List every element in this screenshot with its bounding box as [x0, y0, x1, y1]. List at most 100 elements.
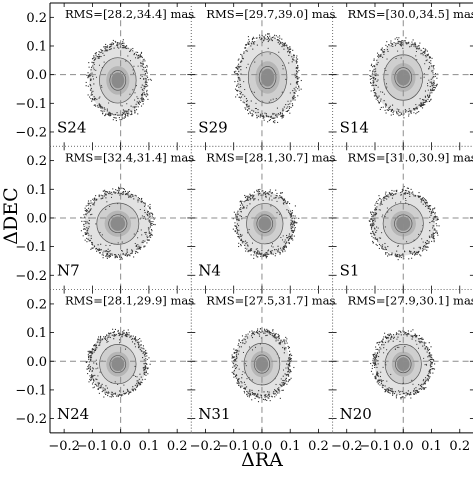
scatter-points — [85, 328, 151, 398]
x-tick-label: 0.1 — [139, 439, 160, 454]
contour-outer — [247, 51, 288, 104]
panel-plot-area — [50, 289, 192, 433]
rms-annotation: RMS=[30.0,34.5] mas — [348, 7, 473, 21]
x-tick-label: 0.1 — [280, 439, 301, 454]
chip-label: N24 — [57, 405, 89, 423]
panel-plot-area — [50, 146, 192, 290]
chip-label: N20 — [340, 405, 372, 423]
contour-outer — [96, 202, 140, 245]
x-tick-label: 0.0 — [252, 439, 273, 454]
y-tick-label: 0.1 — [26, 39, 47, 54]
x-tick-label: −0.2 — [331, 439, 363, 454]
panel-plot-area — [332, 289, 473, 433]
contour-outer — [99, 344, 137, 385]
y-tick-label: 0.0 — [26, 355, 47, 370]
x-tick-label: −0.1 — [77, 439, 109, 454]
contour-outer — [246, 203, 284, 245]
contour-inner — [108, 214, 128, 234]
y-tick-label: −0.2 — [15, 269, 47, 284]
y-axis: −0.2 −0.1 0.0 0.1 0.2 −0.2 −0.1 0.0 0.1 0.2 −0.2 −0… — [15, 11, 47, 427]
y-tick-label: −0.1 — [15, 240, 47, 255]
panel-n20: RMS=[27.9,30.1] mas N20 — [332, 289, 473, 434]
x-tick-label: −0.1 — [359, 439, 391, 454]
chip-label: S29 — [198, 118, 227, 136]
y-tick-label: −0.2 — [15, 125, 47, 140]
panel-s29: RMS=[29.7,39.0] mas S29 — [190, 2, 336, 147]
chip-label: N4 — [198, 262, 221, 280]
panel-plot-area — [332, 146, 473, 290]
y-tick-label: 0.1 — [26, 183, 47, 198]
chip-label: N31 — [198, 405, 230, 423]
chip-label: N7 — [57, 262, 80, 280]
chip-label: S24 — [57, 118, 86, 136]
scatter-points — [369, 37, 439, 119]
rms-annotation: RMS=[29.7,39.0] mas — [206, 7, 335, 21]
density-core — [396, 357, 410, 372]
y-tick-label: 0.1 — [26, 326, 47, 341]
rms-annotation: RMS=[31.0,30.9] mas — [348, 150, 473, 164]
scatter-points — [370, 329, 436, 400]
y-axis-label: ΔDEC — [0, 187, 22, 244]
density-core — [111, 357, 125, 371]
scatter-points — [368, 186, 440, 261]
contour-inner — [109, 355, 127, 374]
y-tick-label: −0.1 — [15, 383, 47, 398]
x-tick-label: 0.0 — [393, 439, 414, 454]
density-core — [110, 216, 126, 231]
density-core — [258, 216, 272, 231]
panel-s24: RMS=[28.2,34.4] mas S24 — [49, 2, 194, 147]
chip-label: S14 — [340, 118, 369, 136]
panel-s14: RMS=[30.0,34.5] mas S14 — [332, 2, 473, 147]
scatter-points — [80, 186, 156, 261]
contour-outer — [99, 57, 137, 104]
contour-inner — [258, 65, 277, 90]
chip-label: S1 — [340, 262, 360, 280]
panel-grid: RMS=[28.2,34.4] mas S24 RMS=[29.7,39.0] ma… — [49, 2, 473, 434]
contour-inner — [109, 70, 127, 91]
rms-annotation: RMS=[28.1,30.7] mas — [206, 150, 335, 164]
rms-annotation: RMS=[28.1,29.9] mas — [65, 294, 194, 308]
contour-outer — [384, 343, 422, 385]
density-core — [396, 69, 411, 86]
rms-annotation: RMS=[27.5,31.7] mas — [206, 294, 335, 308]
density-core — [260, 68, 275, 87]
x-axis-label: ΔRA — [241, 449, 283, 471]
rms-annotation: RMS=[28.2,34.4] mas — [65, 7, 194, 21]
x-axis: −0.2−0.1 0.0 0.1 0.2 −0.2−0.1 0.0 0.1 0.2 −0.2−0… — [48, 439, 470, 454]
density-core — [255, 356, 269, 372]
x-tick-label: −0.2 — [48, 439, 80, 454]
panel-n31: RMS=[27.5,31.7] mas N31 — [190, 289, 336, 434]
panel-plot-area — [191, 146, 333, 290]
panel-plot-area — [191, 3, 333, 147]
contour-inner — [253, 354, 271, 374]
x-tick-label: 0.2 — [167, 439, 188, 454]
scatter-points — [85, 39, 152, 122]
x-tick-label: 0.2 — [449, 439, 470, 454]
x-tick-label: 0.1 — [421, 439, 442, 454]
y-tick-label: 0.0 — [26, 211, 47, 226]
x-tick-label: −0.1 — [218, 439, 250, 454]
y-tick-label: 0.2 — [26, 297, 47, 312]
panel-plot-area — [332, 3, 473, 147]
panel-n7: RMS=[32.4,31.4] mas N7 — [49, 145, 194, 291]
panel-n24: RMS=[28.1,29.9] mas N24 — [49, 289, 194, 434]
panel-plot-area — [50, 3, 192, 147]
x-tick-label: 0.0 — [110, 439, 131, 454]
panel-plot-area — [191, 289, 333, 433]
panel-s1: RMS=[31.0,30.9] mas S1 — [332, 145, 473, 291]
scatter-points — [232, 188, 300, 259]
contour-inner — [394, 67, 413, 88]
x-tick-label: −0.2 — [190, 439, 222, 454]
y-tick-label: −0.1 — [15, 97, 47, 112]
contour-inner — [256, 214, 274, 233]
rms-annotation: RMS=[32.4,31.4] mas — [65, 150, 194, 164]
panel-n4: RMS=[28.1,30.7] mas N4 — [190, 145, 336, 291]
rms-annotation: RMS=[27.9,30.1] mas — [348, 294, 473, 308]
y-tick-label: −0.2 — [15, 412, 47, 427]
y-tick-label: 0.0 — [26, 68, 47, 83]
x-tick-label: 0.2 — [308, 439, 329, 454]
y-tick-label: 0.2 — [26, 11, 47, 26]
contour-outer — [243, 342, 281, 386]
y-tick-label: 0.2 — [26, 154, 47, 169]
